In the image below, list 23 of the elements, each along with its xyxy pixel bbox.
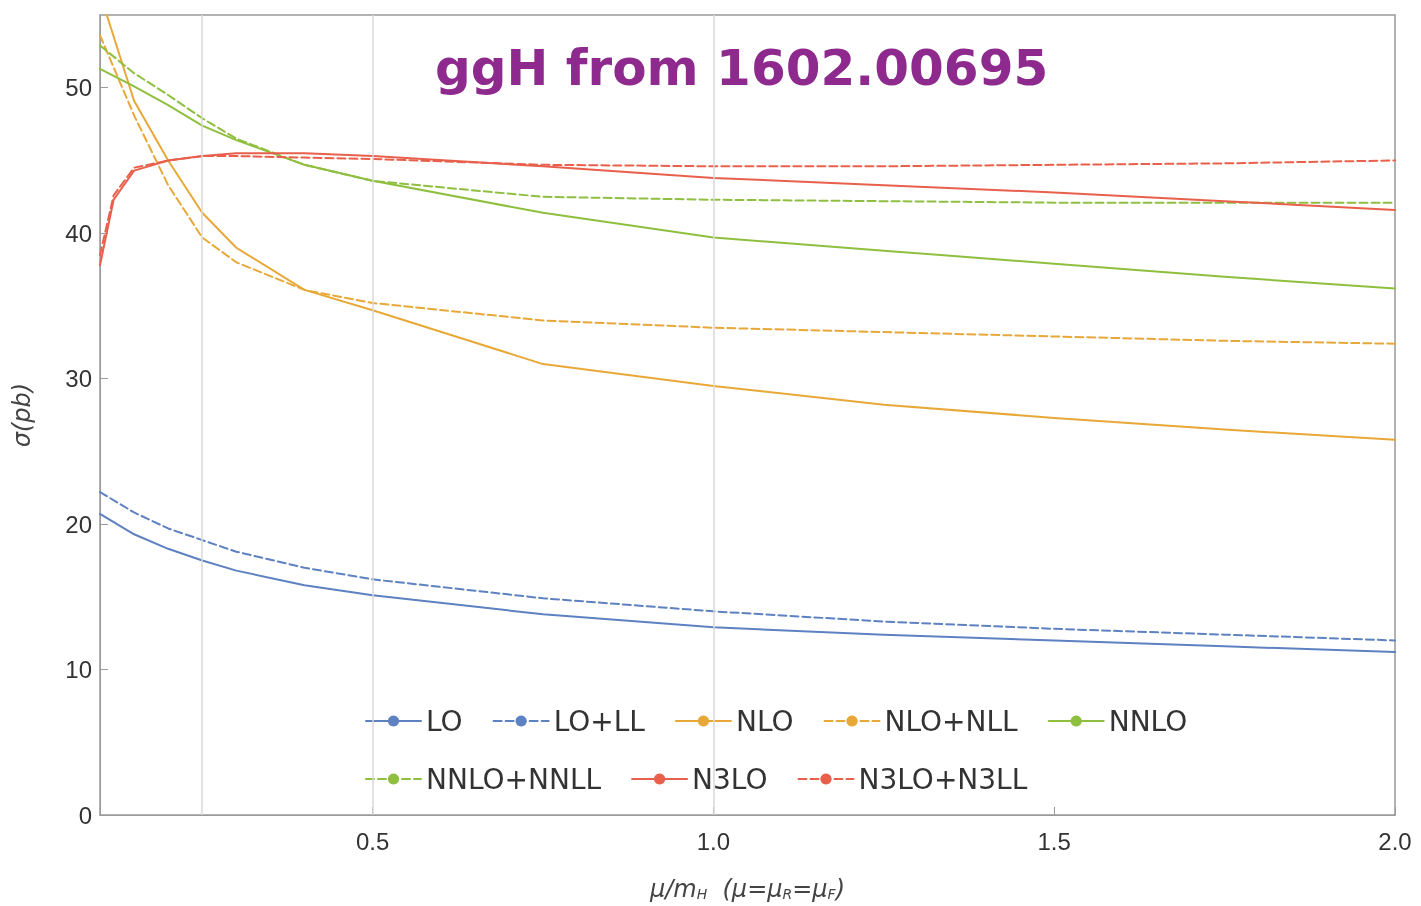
x-axis-title: μ/mH (μ=μR=μF) — [648, 875, 846, 903]
legend-label: LO — [426, 704, 463, 738]
y-tick-label: 0 — [78, 801, 92, 829]
y-axis-title: σ(pb) — [8, 382, 36, 448]
line-series — [99, 491, 1396, 642]
text: ggH from 1602.00695 — [435, 39, 1049, 97]
legend-label: NLO+NLL — [884, 704, 1019, 738]
y-tick-label: 50 — [65, 74, 92, 102]
legend-label: LO+LL — [553, 704, 646, 738]
x-tick-label: 1.5 — [1037, 827, 1071, 855]
x-tick-label: 1.0 — [696, 827, 731, 855]
y-tick-label: 40 — [65, 219, 92, 247]
x-tick-label: 0.5 — [355, 827, 390, 855]
legend-label: N3LO — [692, 762, 768, 796]
y-tick-label: 20 — [65, 510, 92, 538]
legend-label: NNLO+NNLL — [426, 762, 602, 796]
y-tick-label: 30 — [65, 365, 92, 393]
y-tick-label: 10 — [65, 656, 92, 684]
legend-label: NLO — [735, 704, 794, 738]
x-tick-label: 2.0 — [1378, 827, 1412, 855]
line-series — [99, 512, 1396, 654]
legend-label: NNLO — [1108, 704, 1188, 738]
legend-label: N3LO+N3LL — [858, 762, 1028, 796]
